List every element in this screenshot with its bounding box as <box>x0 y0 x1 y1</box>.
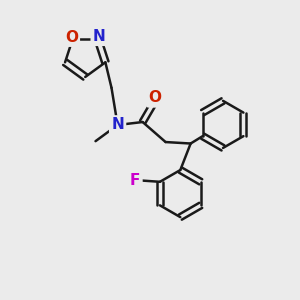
Text: N: N <box>93 29 106 44</box>
Text: N: N <box>111 118 124 133</box>
Text: O: O <box>65 30 78 45</box>
Text: O: O <box>148 90 161 105</box>
Text: F: F <box>130 173 140 188</box>
